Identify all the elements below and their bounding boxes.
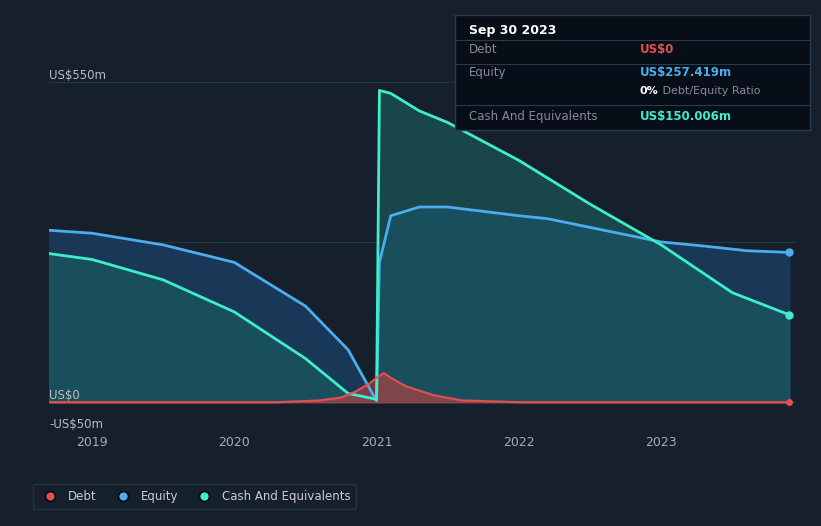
Text: 0%: 0% (640, 86, 658, 96)
Text: Equity: Equity (469, 66, 507, 79)
Text: US$0: US$0 (640, 43, 674, 56)
Text: US$150.006m: US$150.006m (640, 110, 732, 123)
Text: US$550m: US$550m (49, 69, 106, 82)
Text: US$0: US$0 (49, 389, 80, 402)
Text: US$257.419m: US$257.419m (640, 66, 732, 79)
Text: Cash And Equivalents: Cash And Equivalents (469, 110, 598, 123)
Legend: Debt, Equity, Cash And Equivalents: Debt, Equity, Cash And Equivalents (33, 484, 356, 509)
Text: -US$50m: -US$50m (49, 418, 103, 431)
Text: Sep 30 2023: Sep 30 2023 (469, 24, 557, 37)
Text: Debt: Debt (469, 43, 498, 56)
Text: Debt/Equity Ratio: Debt/Equity Ratio (659, 86, 760, 96)
